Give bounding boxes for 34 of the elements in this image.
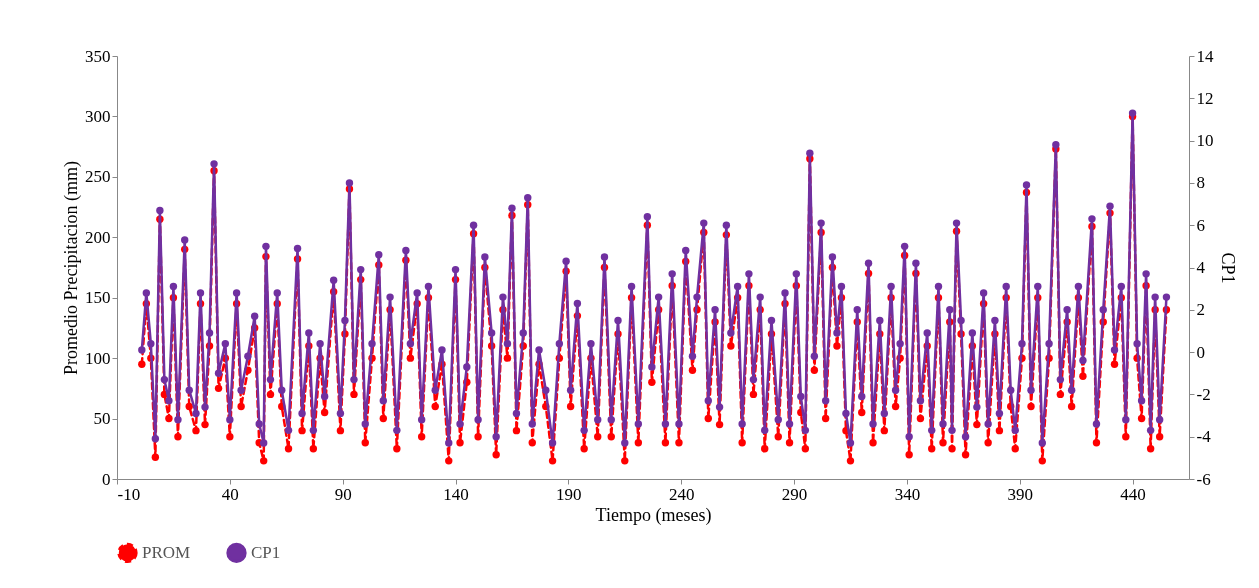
legend-label: PROM [142, 542, 191, 562]
y-tick-label: 300 [85, 106, 111, 126]
x-axis-title: Tiempo (meses) [595, 504, 712, 526]
y2-tick-label: 12 [1196, 88, 1214, 108]
y-tick-label: 200 [85, 227, 111, 247]
x-tick-label: 40 [221, 484, 239, 504]
y-tick-label: 150 [85, 288, 111, 308]
y2-tick-label: 0 [1196, 342, 1205, 362]
y2-tick-label: 2 [1196, 300, 1205, 320]
y2-tick-label: 6 [1196, 215, 1205, 235]
y2-axis-title: CP1 [1217, 252, 1238, 284]
x-tick-label: 440 [1120, 484, 1146, 504]
x-tick-label: 290 [781, 484, 808, 504]
x-tick-label: 90 [334, 484, 352, 504]
y-tick-label: 350 [85, 46, 111, 66]
x-tick-label: 240 [668, 484, 695, 504]
x-tick-label: 140 [443, 484, 469, 504]
x-tick-label: -10 [117, 484, 141, 504]
y-tick-label: 50 [93, 409, 111, 429]
y2-tick-label: -4 [1196, 427, 1212, 447]
x-tick-label: 340 [894, 484, 921, 504]
x-tick-label: 390 [1007, 484, 1033, 504]
x-tick-label: 190 [556, 484, 582, 504]
y-tick-label: 250 [85, 167, 111, 187]
y2-tick-label: -2 [1196, 384, 1211, 404]
y-tick-label: 100 [85, 348, 111, 368]
legend-label: CP1 [251, 542, 281, 562]
y2-tick-label: 8 [1196, 173, 1205, 193]
y2-tick-label: 14 [1196, 46, 1214, 66]
y2-tick-label: -6 [1196, 469, 1211, 489]
y2-tick-label: 4 [1196, 258, 1206, 277]
y-axis-title: Promedio Precipitacion (mm) [61, 161, 82, 375]
y-tick-label: 0 [102, 469, 111, 489]
y2-tick-label: 10 [1196, 131, 1214, 151]
